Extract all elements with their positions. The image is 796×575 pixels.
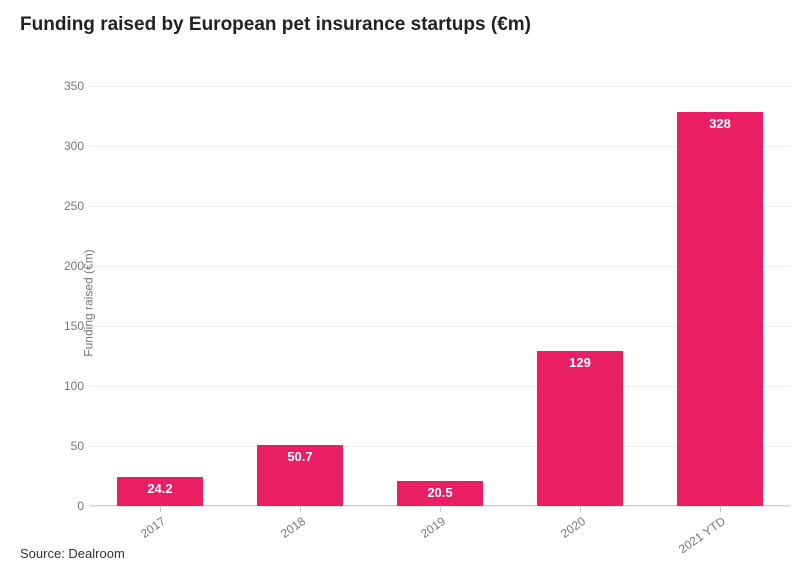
plot-area: 050100150200250300350Funding raised (€m)… xyxy=(90,86,790,506)
y-tick-label: 300 xyxy=(64,139,90,153)
bar-value-label: 129 xyxy=(569,355,591,370)
bar-value-label: 20.5 xyxy=(427,485,452,500)
x-tick-label: 2018 xyxy=(278,514,308,541)
x-tick-label: 2021 YTD xyxy=(676,514,728,556)
y-axis-title: Funding raised (€m) xyxy=(82,249,96,356)
bar: 328 xyxy=(677,112,764,506)
bar: 20.5 xyxy=(397,481,484,506)
y-tick-label: 50 xyxy=(71,439,90,453)
x-tick-label: 2020 xyxy=(558,514,588,541)
y-tick-label: 250 xyxy=(64,199,90,213)
y-tick-label: 0 xyxy=(77,499,90,513)
x-tick-label: 2017 xyxy=(138,514,168,541)
x-tick-mark xyxy=(580,506,581,512)
bar-value-label: 50.7 xyxy=(287,449,312,464)
y-gridline xyxy=(90,86,790,87)
chart-title: Funding raised by European pet insurance… xyxy=(20,14,776,36)
x-tick-mark xyxy=(160,506,161,512)
y-tick-label: 350 xyxy=(64,79,90,93)
funding-bar-chart: 050100150200250300350Funding raised (€m)… xyxy=(20,44,790,566)
bar-value-label: 328 xyxy=(709,116,731,131)
bar: 24.2 xyxy=(117,477,204,506)
x-tick-mark xyxy=(720,506,721,512)
x-tick-label: 2019 xyxy=(418,514,448,541)
x-tick-mark xyxy=(300,506,301,512)
bar: 50.7 xyxy=(257,445,344,506)
source-attribution: Source: Dealroom xyxy=(20,546,125,561)
y-tick-label: 100 xyxy=(64,379,90,393)
bar: 129 xyxy=(537,351,624,506)
bar-value-label: 24.2 xyxy=(147,481,172,496)
x-tick-mark xyxy=(440,506,441,512)
